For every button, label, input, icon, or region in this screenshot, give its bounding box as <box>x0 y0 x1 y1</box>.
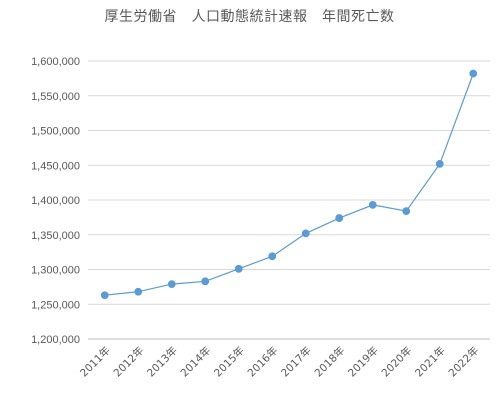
x-tick-label: 2012年 <box>111 344 147 380</box>
y-tick-label: 1,550,000 <box>31 91 80 103</box>
y-tick-label: 1,300,000 <box>31 265 80 277</box>
x-tick-label: 2019年 <box>345 344 381 380</box>
x-tick-label: 2016年 <box>245 344 281 380</box>
x-tick-label: 2018年 <box>312 344 348 380</box>
data-point <box>201 277 210 286</box>
x-tick-label: 2015年 <box>211 344 247 380</box>
chart-title: 厚生労働省 人口動態統計速報 年間死亡数 <box>104 9 395 25</box>
data-point <box>402 207 411 216</box>
data-point <box>134 287 143 296</box>
y-tick-label: 1,500,000 <box>31 126 80 138</box>
y-tick-label: 1,400,000 <box>31 195 80 207</box>
x-tick-label: 2020年 <box>379 344 415 380</box>
y-tick-label: 1,450,000 <box>31 160 80 172</box>
y-tick-label: 1,200,000 <box>31 334 80 346</box>
y-tick-label: 1,250,000 <box>31 299 80 311</box>
data-point <box>335 214 344 222</box>
data-point <box>100 291 109 300</box>
y-tick-label: 1,350,000 <box>31 230 80 242</box>
x-tick-label: 2017年 <box>278 344 314 380</box>
x-tick-label: 2013年 <box>144 344 180 380</box>
y-tick-label: 1,600,000 <box>31 56 80 68</box>
data-point <box>301 229 310 238</box>
data-point <box>268 252 277 261</box>
data-point <box>167 280 176 288</box>
data-point <box>469 69 478 78</box>
x-tick-label: 2022年 <box>446 344 482 380</box>
series-line <box>104 73 474 296</box>
x-tick-label: 2014年 <box>178 344 214 380</box>
data-point <box>435 159 444 168</box>
data-point <box>234 264 243 273</box>
x-tick-label: 2021年 <box>412 344 448 380</box>
x-tick-label: 2011年 <box>77 344 113 380</box>
data-point <box>368 200 377 209</box>
